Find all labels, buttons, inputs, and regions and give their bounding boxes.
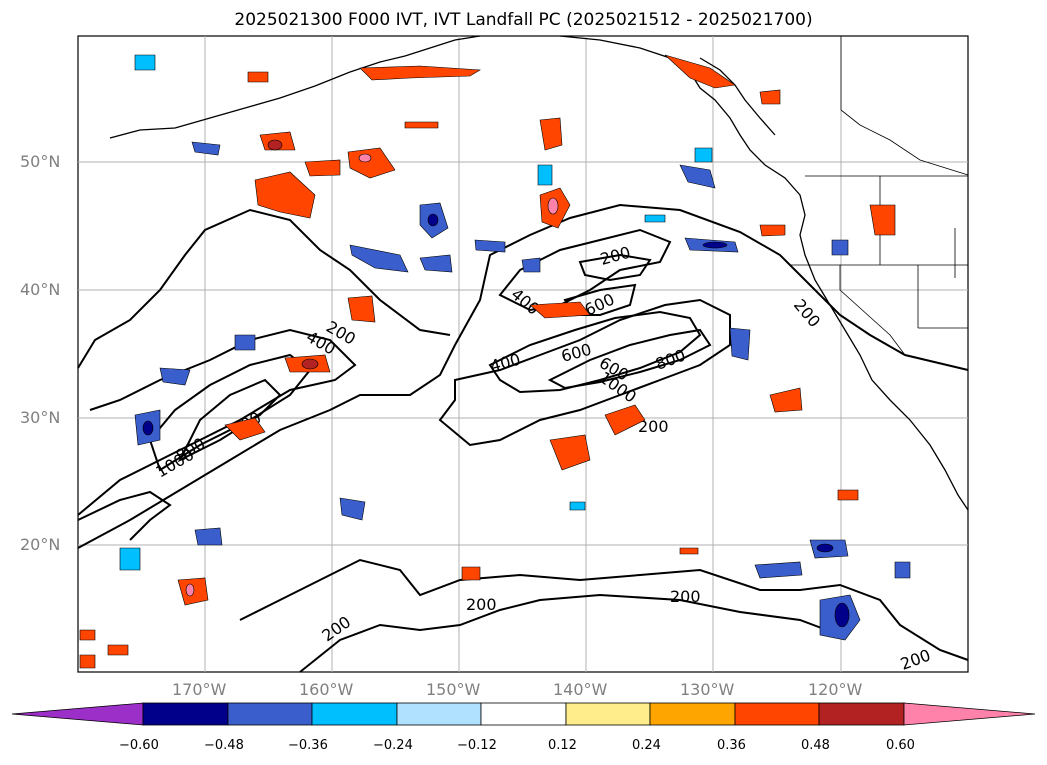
colorbar-extend-high bbox=[903, 702, 1036, 726]
pc-positive-fills bbox=[79, 54, 896, 669]
lon-label: 130°W bbox=[680, 680, 735, 699]
colorbar-tick: 0.36 bbox=[717, 738, 746, 753]
lon-label: 170°W bbox=[172, 680, 227, 699]
lon-label: 160°W bbox=[299, 680, 354, 699]
colorbar-tick: 0.60 bbox=[886, 738, 915, 753]
colorbar-tick: −0.48 bbox=[204, 738, 244, 753]
colorbar-tick: 0.24 bbox=[632, 738, 661, 753]
colorbar-tick: −0.24 bbox=[373, 738, 413, 753]
colorbar bbox=[11, 702, 1036, 726]
colorbar-cell bbox=[227, 702, 313, 726]
colorbar-cell bbox=[565, 702, 651, 726]
ivt-contours bbox=[77, 203, 969, 673]
lon-label: 120°W bbox=[808, 680, 863, 699]
colorbar-tick: −0.12 bbox=[457, 738, 497, 753]
contour-label: 200 bbox=[466, 595, 497, 614]
colorbar-tick: 0.12 bbox=[548, 738, 577, 753]
map-title: 2025021300 F000 IVT, IVT Landfall PC (20… bbox=[234, 10, 813, 30]
colorbar-tick: −0.60 bbox=[119, 738, 159, 753]
lat-label: 20°N bbox=[20, 535, 61, 554]
lat-label: 40°N bbox=[20, 280, 61, 299]
lat-label: 50°N bbox=[20, 152, 61, 171]
map-frame bbox=[77, 35, 969, 673]
lon-label: 140°W bbox=[553, 680, 608, 699]
contour-label: 200 bbox=[638, 417, 669, 436]
pc-negative-fills bbox=[119, 54, 911, 641]
lat-label: 30°N bbox=[20, 408, 61, 427]
colorbar-tick: −0.36 bbox=[288, 738, 328, 753]
colorbar-cell bbox=[649, 702, 736, 726]
colorbar-cell bbox=[396, 702, 482, 726]
colorbar-cell bbox=[818, 702, 905, 726]
colorbar-cell bbox=[734, 702, 820, 726]
colorbar-extend-low bbox=[11, 702, 144, 726]
lon-label: 150°W bbox=[426, 680, 481, 699]
colorbar-cell bbox=[142, 702, 229, 726]
colorbar-cell bbox=[311, 702, 398, 726]
contour-label: 200 bbox=[670, 587, 701, 606]
colorbar-cell bbox=[480, 702, 567, 726]
borders bbox=[790, 36, 969, 356]
colorbar-tick: 0.48 bbox=[801, 738, 830, 753]
